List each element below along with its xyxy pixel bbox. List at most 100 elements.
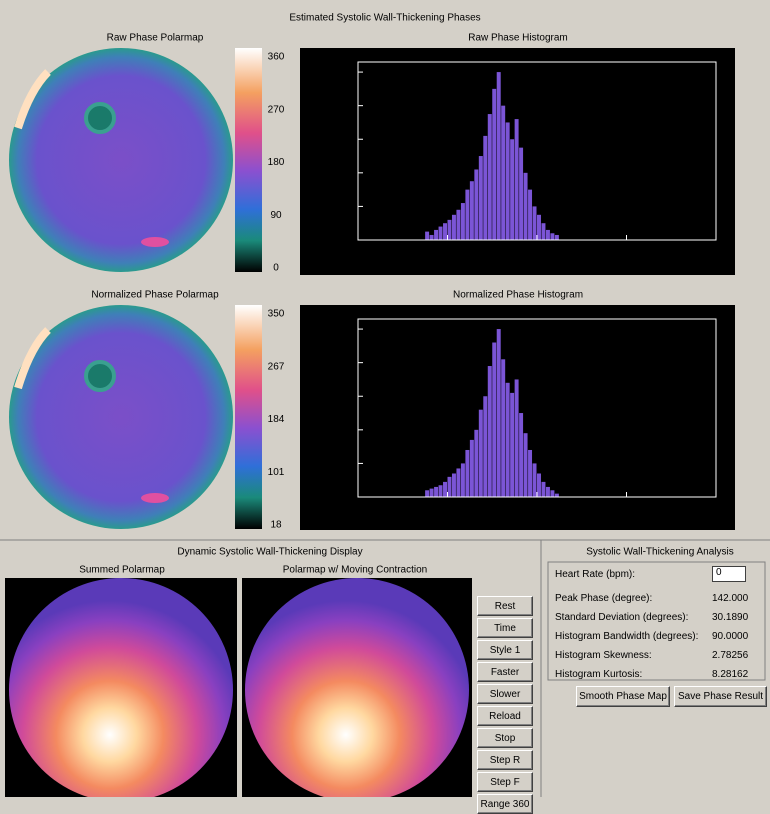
bar — [456, 210, 460, 240]
section-title: Dynamic Systolic Wall-Thickening Display — [177, 547, 362, 558]
colorbar-tick-label: 18 — [270, 520, 282, 531]
colorbar-tick-label: 90 — [270, 210, 282, 221]
control-button[interactable]: Style 1 — [477, 640, 533, 660]
bar — [546, 487, 550, 497]
y-tick-label: 1.0 — [339, 67, 353, 78]
panel-title: Summed Polarmap — [79, 565, 165, 576]
bar — [425, 490, 429, 497]
x-tick-label: -8 — [712, 502, 721, 513]
control-button[interactable]: Slower — [477, 684, 533, 704]
field-input[interactable]: 0 — [712, 566, 746, 582]
bar — [452, 473, 456, 497]
section-title: Systolic Wall-Thickening Analysis — [586, 547, 733, 558]
panel-title: Polarmap w/ Moving Contraction — [283, 565, 428, 576]
colorbar-tick-label: 101 — [268, 467, 285, 478]
bar — [519, 413, 523, 497]
bar — [515, 379, 519, 497]
bar — [479, 156, 483, 240]
bar — [555, 235, 559, 240]
bar — [439, 227, 443, 240]
bar — [550, 233, 554, 240]
action-button[interactable]: Smooth Phase Map — [576, 686, 670, 707]
bar — [470, 440, 474, 497]
y-tick-label: 0.4 — [339, 424, 353, 435]
field-label: Standard Deviation (degrees): — [555, 612, 688, 623]
bar — [461, 463, 465, 497]
bar — [541, 482, 545, 497]
bar — [537, 215, 541, 240]
control-button[interactable]: Range 360 — [477, 794, 533, 814]
control-button[interactable]: Rest — [477, 596, 533, 616]
field-label: Histogram Skewness: — [555, 650, 652, 661]
bar — [448, 477, 452, 497]
bar — [430, 489, 434, 497]
control-button[interactable]: Step F — [477, 772, 533, 792]
field-label: Heart Rate (bpm): — [555, 569, 635, 580]
colorbar-tick-label: 350 — [268, 309, 285, 320]
bar — [448, 220, 452, 240]
control-button[interactable]: Reload — [477, 706, 533, 726]
field-value: 142.000 — [712, 593, 748, 604]
bar — [443, 482, 447, 497]
colorbar — [235, 48, 262, 272]
x-tick-label: 0 — [355, 245, 361, 256]
histogram-title: Raw Phase Histogram — [468, 33, 567, 44]
colorbar — [235, 305, 262, 529]
x-axis-label: Onset of contraction (ms) — [451, 514, 563, 525]
action-button[interactable]: Save Phase Result — [674, 686, 767, 707]
field-value: 90.0000 — [712, 631, 748, 642]
polarmap — [9, 48, 262, 272]
bar — [483, 396, 487, 497]
bar — [470, 181, 474, 240]
x-axis-label: Onset of contraction (ms) — [451, 257, 563, 268]
page: Estimated Systolic Wall-Thickening Phase… — [0, 0, 770, 797]
polarmap — [9, 305, 262, 529]
bar — [430, 235, 434, 240]
polarmap-spot — [141, 237, 169, 247]
x-tick-label: -6 — [622, 502, 631, 513]
x-tick-label: 0 — [355, 502, 361, 513]
colorbar-tick-label: 270 — [268, 104, 285, 115]
bar — [515, 119, 519, 240]
y-tick-label: 0.2 — [339, 201, 353, 212]
y-tick-label: 0.0 — [339, 492, 353, 503]
bar — [456, 468, 460, 497]
field-label: Histogram Bandwidth (degrees): — [555, 631, 698, 642]
colorbar-tick-label: 184 — [268, 414, 285, 425]
bar — [479, 410, 483, 497]
bar — [492, 343, 496, 497]
bar — [528, 450, 532, 497]
y-tick-label: 0.6 — [339, 134, 353, 145]
bar — [519, 148, 523, 240]
bar — [465, 190, 469, 240]
y-tick-label: 0.0 — [339, 235, 353, 246]
bar — [488, 366, 492, 497]
control-button[interactable]: Step R — [477, 750, 533, 770]
bar — [524, 433, 528, 497]
control-button[interactable]: Faster — [477, 662, 533, 682]
bar — [434, 487, 438, 497]
control-button[interactable]: Stop — [477, 728, 533, 748]
bar — [501, 359, 505, 497]
moving-polarmap — [245, 578, 469, 797]
bar — [483, 136, 487, 240]
y-tick-label: 0.4 — [339, 167, 353, 178]
x-tick-label: -6 — [622, 245, 631, 256]
bar — [524, 173, 528, 240]
x-tick-label: -2 — [443, 502, 452, 513]
bar — [443, 223, 447, 240]
bar — [541, 223, 545, 240]
field-label: Histogram Kurtosis: — [555, 669, 642, 680]
bar — [452, 215, 456, 240]
y-axis-label: Frequency (%) — [321, 375, 332, 441]
colorbar-tick-label: 360 — [268, 52, 285, 63]
bar — [497, 329, 501, 497]
bar — [510, 393, 514, 497]
bar — [506, 383, 510, 497]
y-axis-label: Frequency (%) — [321, 118, 332, 184]
bar — [528, 190, 532, 240]
field-value: 2.78256 — [712, 650, 748, 661]
bar — [425, 232, 429, 240]
control-button[interactable]: Time — [477, 618, 533, 638]
bar — [533, 463, 537, 497]
